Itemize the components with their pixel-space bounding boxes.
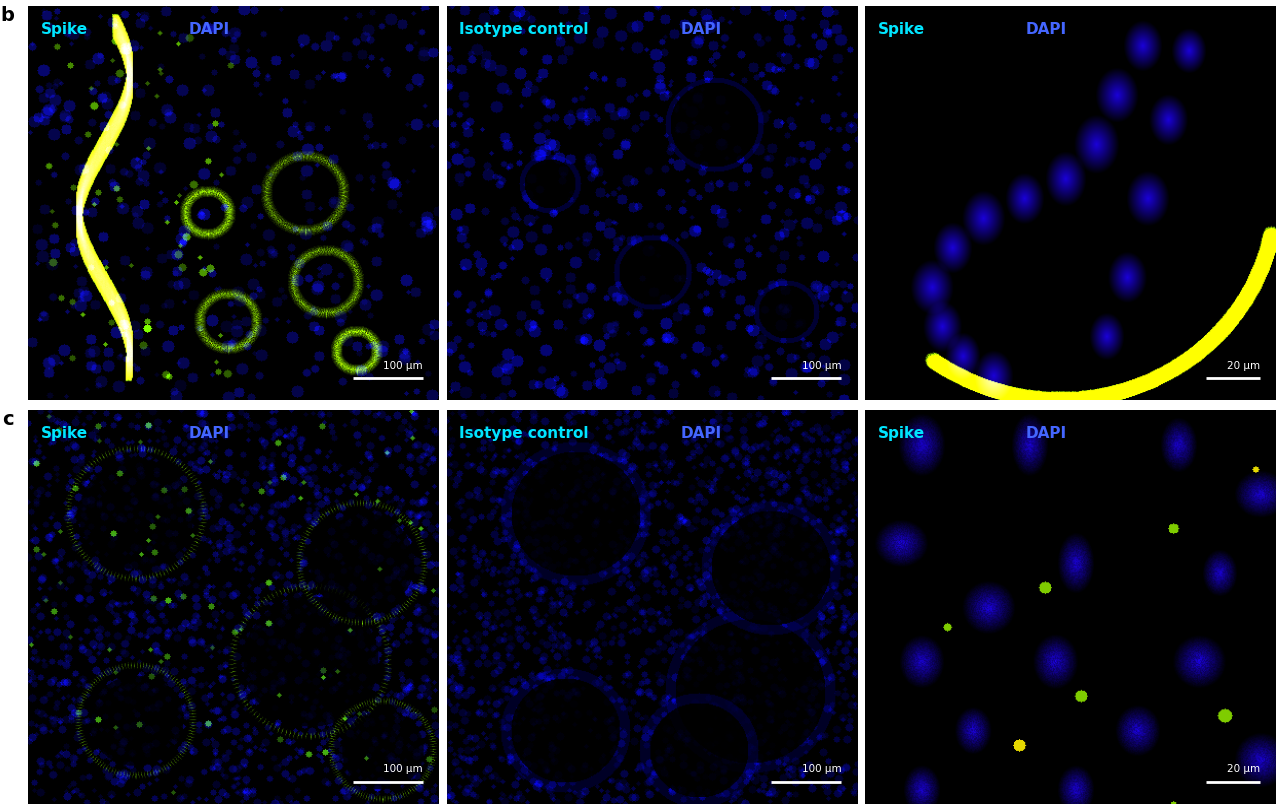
Text: h: h bbox=[838, 6, 851, 25]
Text: 100 μm: 100 μm bbox=[801, 360, 841, 371]
Text: DAPI: DAPI bbox=[1025, 425, 1066, 441]
Text: DAPI: DAPI bbox=[188, 425, 229, 441]
Text: e: e bbox=[420, 6, 433, 25]
Text: c: c bbox=[1, 410, 14, 428]
Text: Spike: Spike bbox=[878, 22, 924, 37]
Text: Spike: Spike bbox=[41, 425, 87, 441]
Text: f: f bbox=[422, 410, 430, 428]
Text: Spike: Spike bbox=[878, 425, 924, 441]
Text: DAPI: DAPI bbox=[681, 22, 722, 37]
Text: 20 μm: 20 μm bbox=[1226, 360, 1260, 371]
Text: i: i bbox=[841, 410, 849, 428]
Text: 20 μm: 20 μm bbox=[1226, 764, 1260, 774]
Text: Isotype control: Isotype control bbox=[460, 425, 589, 441]
Text: b: b bbox=[1, 6, 14, 25]
Text: DAPI: DAPI bbox=[188, 22, 229, 37]
Text: 100 μm: 100 μm bbox=[801, 764, 841, 774]
Text: DAPI: DAPI bbox=[681, 425, 722, 441]
Text: Spike: Spike bbox=[41, 22, 87, 37]
Text: Isotype control: Isotype control bbox=[460, 22, 589, 37]
Text: 100 μm: 100 μm bbox=[383, 764, 422, 774]
Text: DAPI: DAPI bbox=[1025, 22, 1066, 37]
Text: 100 μm: 100 μm bbox=[383, 360, 422, 371]
